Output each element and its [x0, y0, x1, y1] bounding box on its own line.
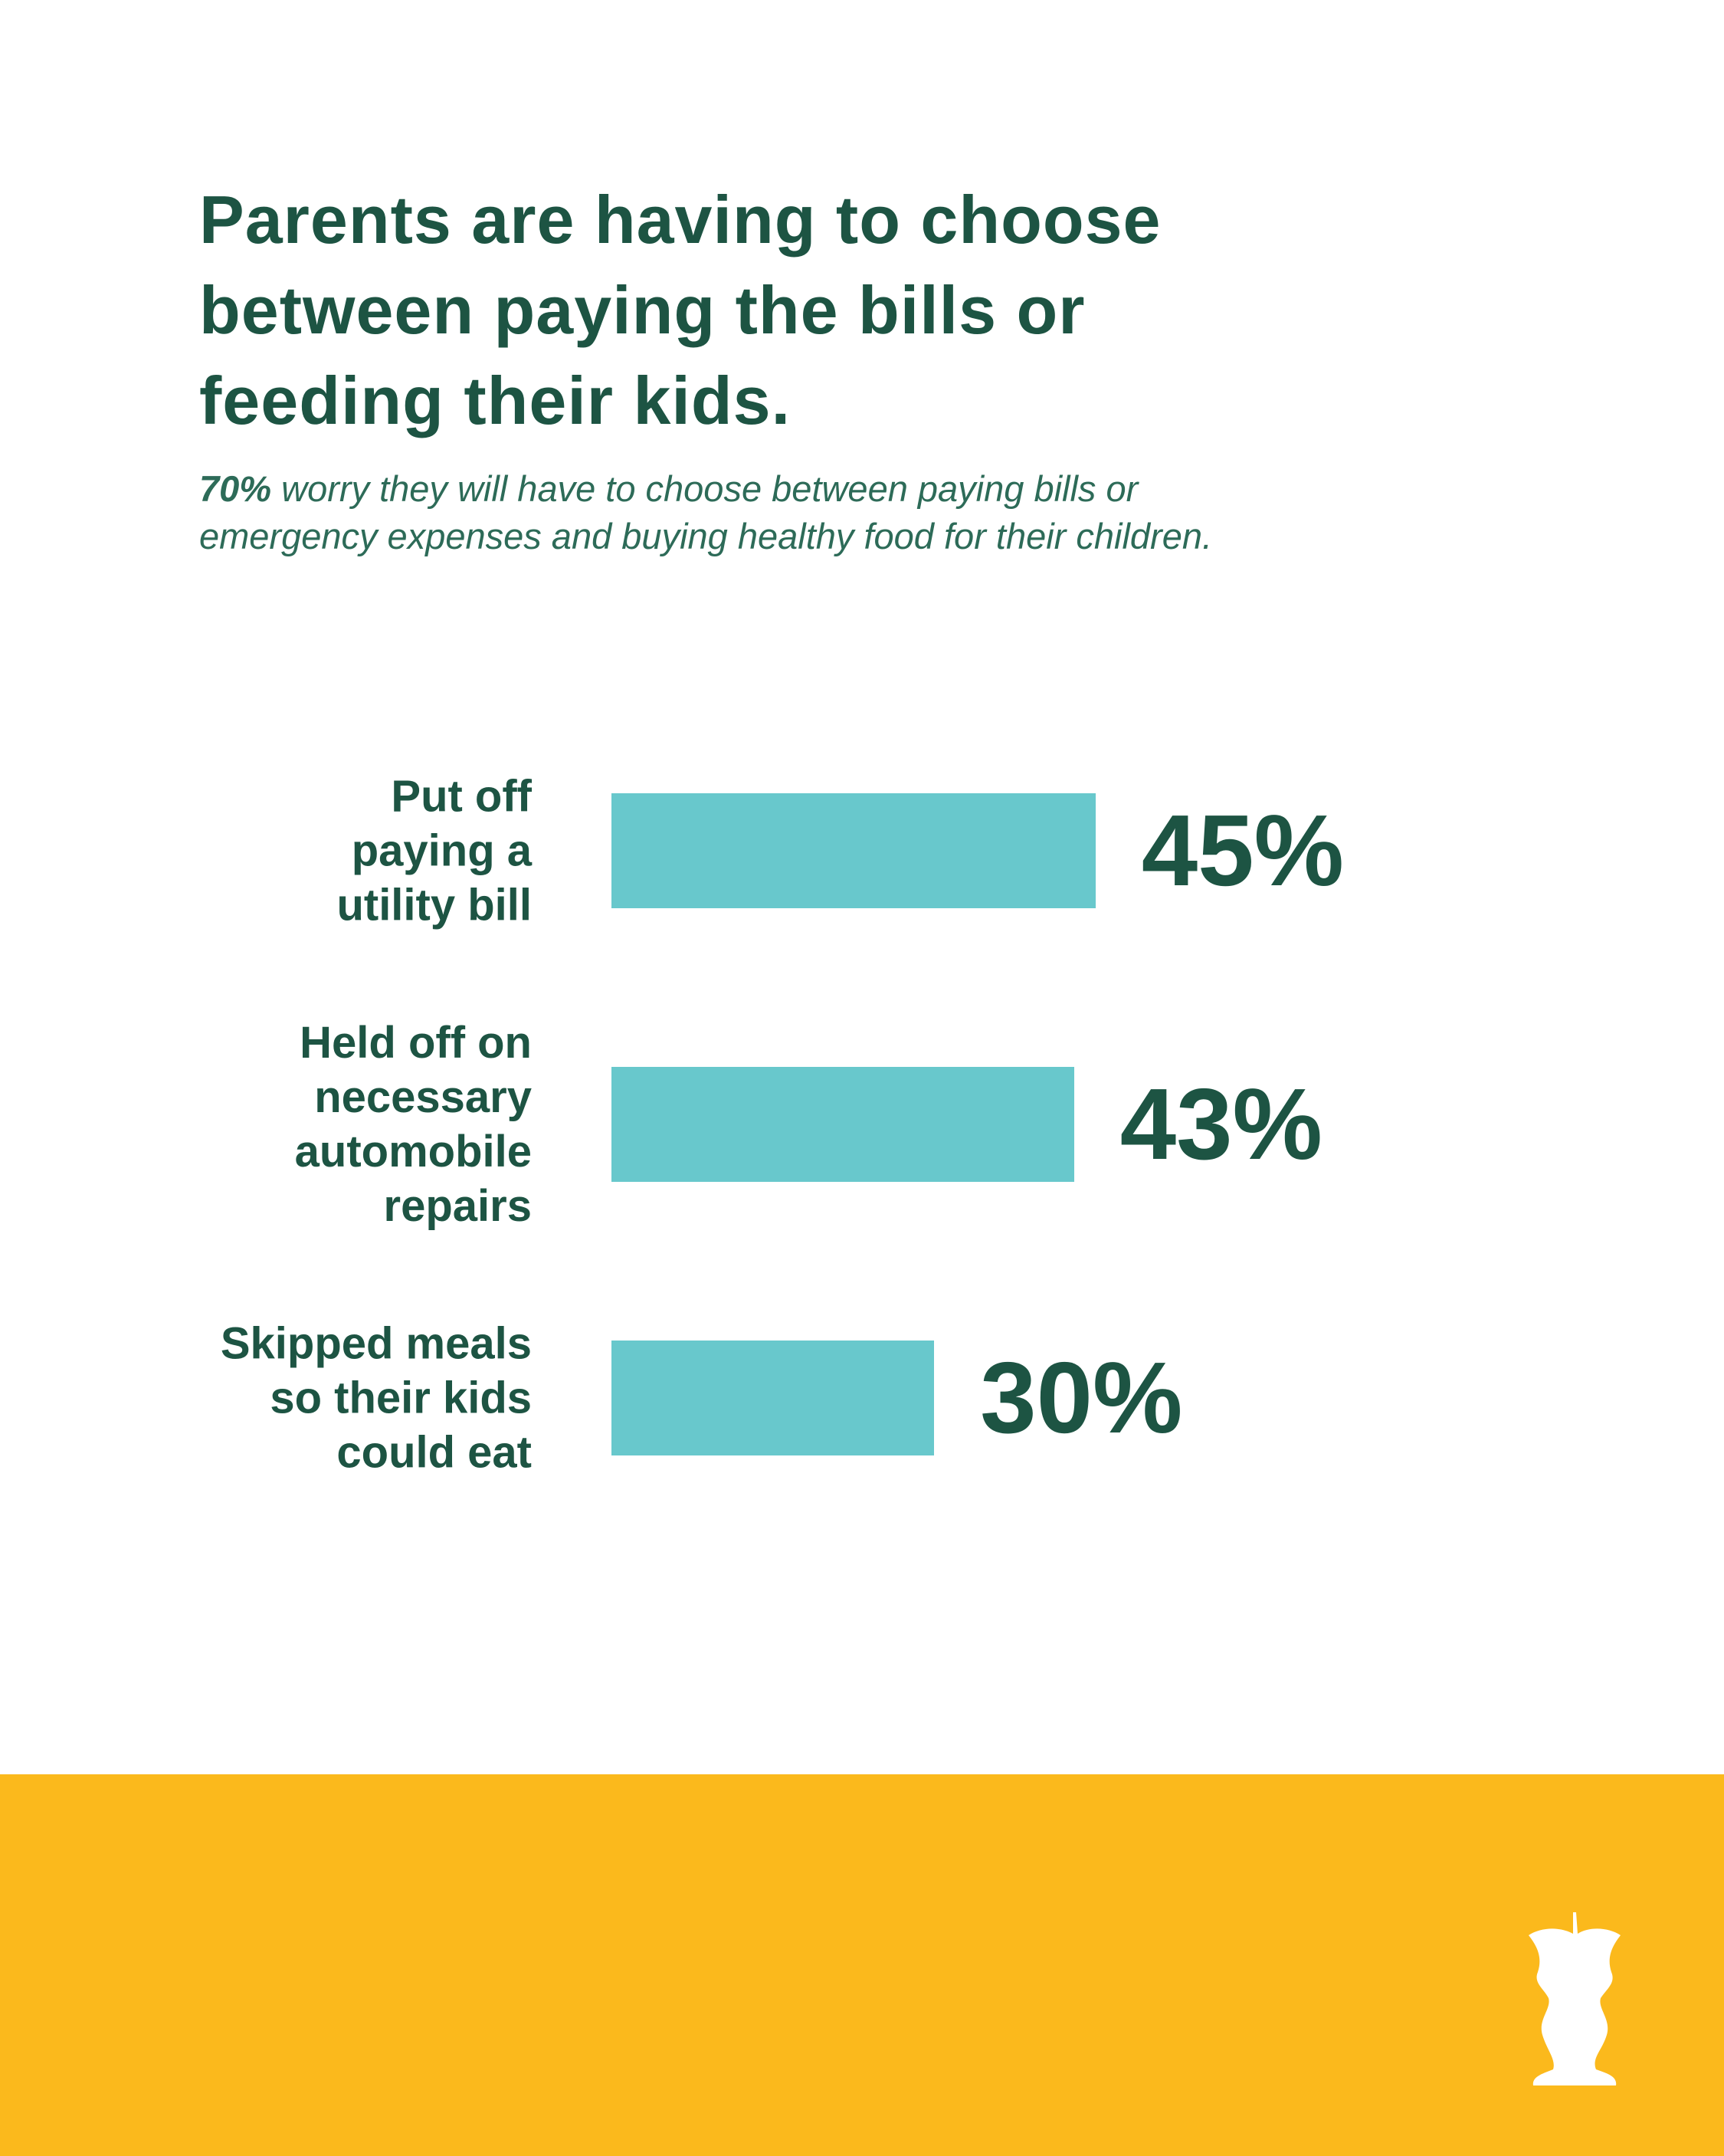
category-label: Skipped meals so their kids could eat	[220, 1318, 532, 1478]
chart-title: Parents are having to choose between pay…	[199, 182, 1162, 438]
subtitle-text: worry they will have to choose between p…	[199, 468, 1213, 556]
value-label: 30%	[980, 1341, 1183, 1454]
bar	[611, 793, 1096, 908]
value-label: 43%	[1119, 1068, 1322, 1180]
category-label: Held off on necessary automobile repairs	[294, 1018, 532, 1231]
subtitle-emphasis: 70%	[199, 468, 272, 509]
subtitle: 70% worry they will have to choose betwe…	[199, 465, 1212, 560]
value-label: 45%	[1141, 794, 1344, 907]
apple-core-icon	[1529, 1912, 1621, 2085]
bar	[611, 1341, 935, 1455]
bar	[611, 1067, 1074, 1182]
category-label: Put off paying a utility bill	[336, 771, 532, 930]
footer	[0, 1774, 1724, 2156]
